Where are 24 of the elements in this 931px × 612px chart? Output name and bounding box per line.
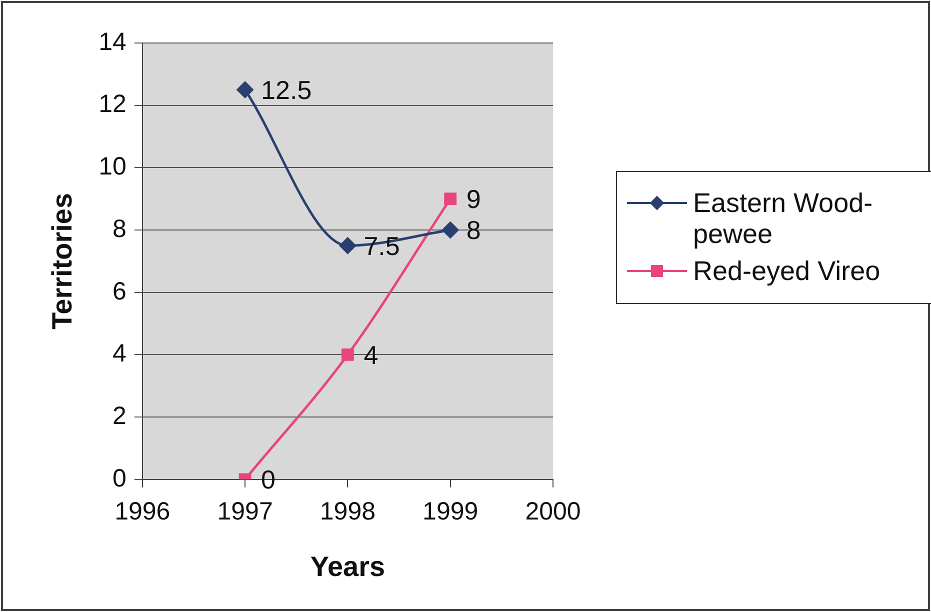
point xyxy=(339,237,356,254)
point xyxy=(442,222,459,238)
point xyxy=(444,192,457,206)
x-tick-label: 1997 xyxy=(217,497,273,526)
x-tick-label: 2000 xyxy=(525,497,581,526)
y-tick-label: 6 xyxy=(112,277,126,306)
y-tick-label: 2 xyxy=(112,402,126,430)
x-axis-title: Years xyxy=(310,550,386,582)
legend-label: Red-eyed Vireo xyxy=(693,256,882,287)
y-tick-label: 0 xyxy=(112,464,126,492)
legend-label: Eastern Wood-pewee xyxy=(693,188,874,250)
x-tick-label: 1998 xyxy=(320,497,376,526)
y-tick-label: 12 xyxy=(98,90,126,118)
point xyxy=(236,82,254,98)
y-tick-label: 10 xyxy=(98,152,126,181)
x-tick-label: 1999 xyxy=(422,497,478,526)
y-tick-label: 8 xyxy=(112,214,126,243)
data-label: 9 xyxy=(466,184,481,214)
data-label: 12.5 xyxy=(261,74,312,105)
x-tick-label: 1996 xyxy=(114,497,170,526)
y-tick-label: 4 xyxy=(112,340,126,368)
y-axis-title: Territories xyxy=(46,192,78,330)
y-tick-label: 14 xyxy=(98,28,126,56)
point xyxy=(342,348,354,361)
